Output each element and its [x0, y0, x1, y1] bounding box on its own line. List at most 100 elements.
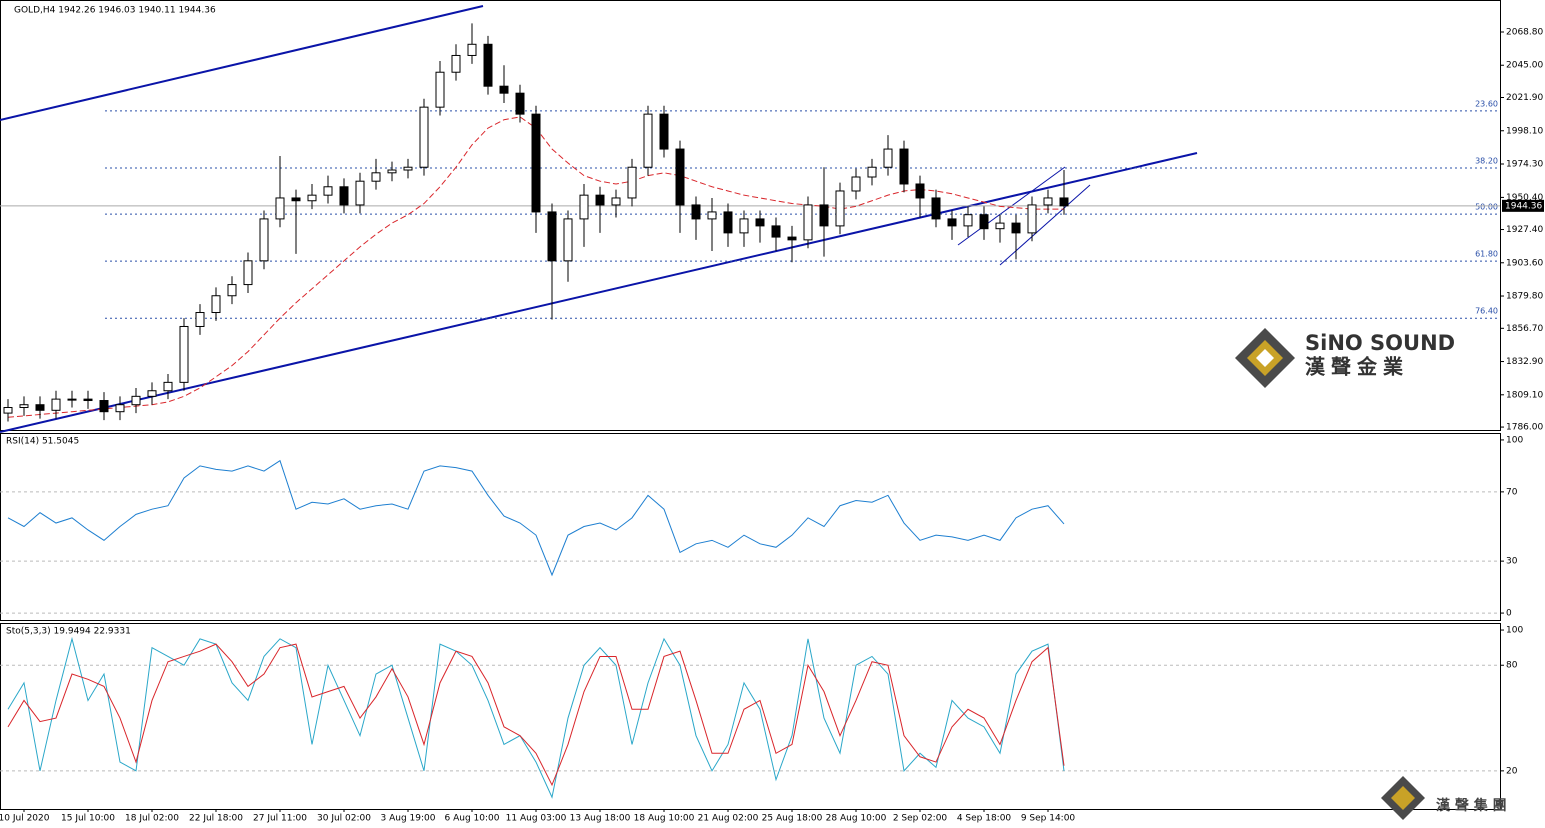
- brand-chinese: 漢聲金業: [1305, 355, 1409, 379]
- y-tick-label: 1879.80: [1506, 292, 1543, 302]
- stoch-title: Sto(5,3,3) 19.9494 22.9331: [6, 627, 131, 637]
- x-tick-label: 22 Jul 18:00: [189, 814, 243, 824]
- x-tick-label: 18 Aug 10:00: [634, 814, 695, 824]
- y-tick-label: 1809.10: [1506, 390, 1543, 400]
- indicator-line: [7, 636, 1065, 799]
- candle-body: [355, 180, 365, 206]
- indicator-line: [7, 643, 1065, 787]
- y-tick-label: 1950.40: [1506, 193, 1543, 203]
- candle-body: [979, 214, 989, 230]
- candle-body: [163, 381, 173, 392]
- candle-body: [419, 106, 429, 168]
- y-tick-label: 1998.10: [1506, 126, 1543, 136]
- y-tick-label: 2068.80: [1506, 27, 1543, 37]
- candle-body: [787, 236, 797, 241]
- trendline: [0, 5, 484, 121]
- candle-body: [483, 43, 493, 87]
- candle-body: [1059, 197, 1069, 207]
- candle-body: [1011, 222, 1021, 234]
- candle-body: [195, 312, 205, 327]
- candle-body: [579, 194, 589, 220]
- candle-body: [627, 166, 637, 199]
- footer-text: 漢 聲 集 團: [1436, 797, 1507, 814]
- y-tick-label: 1903.60: [1506, 258, 1543, 268]
- x-tick-label: 13 Aug 18:00: [570, 814, 631, 824]
- candle-body: [723, 211, 733, 234]
- candle-body: [755, 218, 765, 227]
- x-tick-label: 27 Jul 11:00: [253, 814, 307, 824]
- x-tick-label: 15 Jul 10:00: [61, 814, 115, 824]
- x-tick-label: 10 Jul 2020: [0, 814, 50, 824]
- candle-body: [51, 398, 61, 411]
- candle-body: [371, 172, 381, 182]
- candle-body: [259, 218, 269, 262]
- y-tick-label: 1927.40: [1506, 225, 1543, 235]
- candle-body: [835, 190, 845, 227]
- candle-body: [595, 194, 605, 206]
- candle-body: [83, 398, 93, 402]
- chart-title: GOLD,H4 1942.26 1946.03 1940.11 1944.36: [14, 6, 216, 16]
- indicator-line: [7, 459, 1065, 577]
- brand: SiNO SOUND: [1305, 331, 1455, 355]
- candle-body: [659, 113, 669, 150]
- candle-body: [947, 218, 957, 227]
- candle-body: [771, 225, 781, 238]
- candle-body: [1027, 204, 1037, 234]
- candle-body: [819, 204, 829, 227]
- x-tick-label: 30 Jul 02:00: [317, 814, 371, 824]
- footer-logo: 漢 聲 集 團: [1381, 776, 1507, 820]
- x-tick-label: 9 Sep 14:00: [1021, 814, 1076, 824]
- candle-body: [739, 218, 749, 234]
- fib-label: 61.80: [1475, 250, 1498, 259]
- candle-body: [99, 400, 109, 413]
- candle-body: [147, 390, 157, 397]
- candle-body: [243, 260, 253, 286]
- y-tick-label: 1832.90: [1506, 357, 1543, 367]
- trendline: [0, 152, 1198, 433]
- x-tick-label: 11 Aug 03:00: [506, 814, 567, 824]
- candle-body: [19, 404, 29, 409]
- candle-body: [307, 194, 317, 202]
- y-tick-label: 1856.70: [1506, 324, 1543, 334]
- candle-body: [291, 197, 301, 202]
- candle-body: [403, 166, 413, 171]
- last-price-label: 1944.36: [1505, 201, 1542, 211]
- y-tick-label: 20: [1506, 766, 1518, 776]
- candle-body: [563, 218, 573, 262]
- candle-body: [867, 166, 877, 178]
- candle-body: [3, 407, 13, 414]
- candle-body: [339, 186, 349, 206]
- x-tick-label: 25 Aug 18:00: [762, 814, 823, 824]
- candle-body: [515, 92, 525, 115]
- candle-body: [547, 211, 557, 262]
- candle-body: [995, 222, 1005, 230]
- fib-label: 38.20: [1475, 157, 1498, 166]
- candle-body: [115, 404, 125, 413]
- candle-body: [499, 85, 509, 94]
- candle-body: [803, 204, 813, 241]
- x-tick-label: 4 Sep 18:00: [957, 814, 1012, 824]
- candle-body: [179, 325, 189, 383]
- y-tick-label: 70: [1506, 487, 1518, 497]
- candle-body: [227, 284, 237, 297]
- candle-body: [915, 183, 925, 199]
- x-tick-label: 21 Aug 02:00: [698, 814, 759, 824]
- y-tick-label: 1786.00: [1506, 423, 1543, 433]
- y-tick-label: 0: [1506, 609, 1512, 619]
- candle-body: [675, 148, 685, 206]
- candle-body: [35, 404, 45, 411]
- x-tick-label: 6 Aug 10:00: [445, 814, 500, 824]
- candle-body: [899, 148, 909, 185]
- candle-body: [707, 211, 717, 220]
- candle-body: [131, 395, 141, 406]
- candle-body: [531, 113, 541, 213]
- candle-body: [275, 197, 285, 220]
- candle-body: [851, 176, 861, 192]
- candle-body: [323, 186, 333, 196]
- fib-label: 76.40: [1475, 307, 1498, 316]
- y-tick-label: 2021.90: [1506, 93, 1543, 103]
- candle-body: [691, 204, 701, 220]
- watermark: SiNO SOUND 漢聲金業: [1235, 328, 1455, 388]
